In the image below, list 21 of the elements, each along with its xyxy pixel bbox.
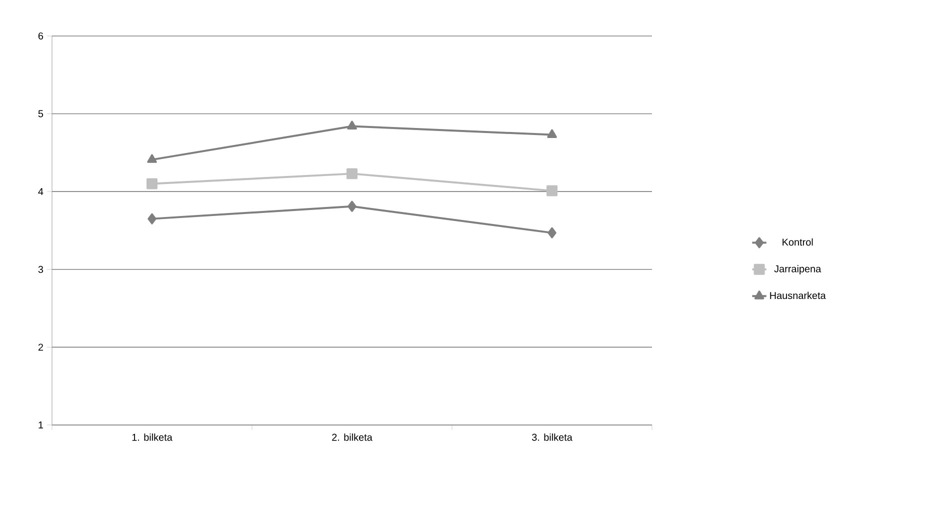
point [146,178,158,190]
x-tick-label: 1. bilketa [132,434,172,441]
point [546,185,558,196]
y-tick-label: 4 [38,188,44,196]
legend-label: Jarraipena [774,265,822,274]
point [548,227,556,238]
point [348,200,356,212]
point [148,213,156,224]
point [347,120,357,130]
point [346,168,358,180]
point [147,154,157,163]
y-tick-label: 3 [38,266,44,273]
x-tick-label: 3. bilketa [532,434,572,441]
y-tick-label: 6 [38,32,44,40]
y-tick-label: 1 [38,422,44,428]
x-tick-label: 2. bilketa [332,434,372,441]
point [547,129,557,138]
legend-label: Hausnarketa [770,292,826,300]
y-tick-label: 5 [38,110,44,118]
y-tick-label: 2 [38,344,43,351]
legend-label: Kontrol [782,238,813,246]
